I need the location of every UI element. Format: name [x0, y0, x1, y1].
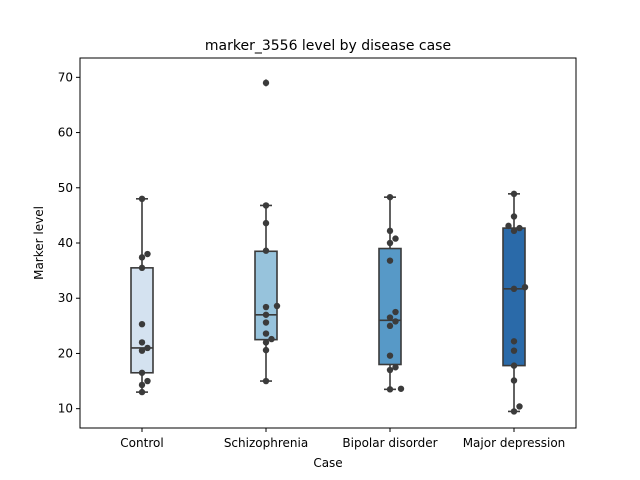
data-point [138, 264, 146, 272]
data-point [138, 320, 146, 328]
data-point [138, 254, 146, 261]
y-tick-label: 40 [58, 236, 73, 250]
y-tick-label: 10 [58, 402, 73, 416]
y-tick-label: 70 [58, 70, 73, 84]
data-point [510, 408, 518, 415]
data-point [392, 364, 399, 371]
data-point [138, 195, 146, 203]
data-point [516, 224, 523, 232]
data-point [138, 339, 146, 346]
x-axis-label: Case [313, 456, 342, 470]
data-point [262, 377, 270, 385]
data-point [138, 369, 146, 376]
data-point [510, 213, 518, 220]
data-point [386, 352, 394, 359]
y-tick-label: 60 [58, 126, 73, 140]
data-point [262, 247, 270, 254]
data-point [144, 344, 151, 352]
data-point [521, 283, 529, 291]
data-point [397, 385, 405, 392]
y-tick-label: 50 [58, 181, 73, 195]
x-tick-label: Control [120, 436, 163, 450]
data-point [262, 346, 270, 354]
data-point [386, 193, 394, 201]
data-point [262, 303, 270, 311]
box-iqr [254, 250, 278, 341]
data-point [386, 322, 394, 330]
chart-title: marker_3556 level by disease case [205, 38, 451, 54]
data-point [138, 388, 146, 396]
y-tick-label: 20 [58, 346, 73, 360]
data-point [262, 219, 270, 227]
data-point [144, 250, 151, 258]
data-point [510, 362, 518, 369]
data-point [392, 235, 399, 242]
axes-frame [79, 57, 577, 429]
data-point [510, 285, 518, 293]
data-point [510, 347, 518, 354]
box-iqr [502, 227, 526, 367]
data-point [392, 318, 399, 325]
data-point [262, 202, 270, 209]
data-point [262, 311, 270, 318]
data-point [510, 190, 518, 198]
data-point [138, 347, 146, 354]
data-point [392, 308, 399, 316]
data-point [268, 335, 275, 343]
data-point [144, 377, 151, 385]
data-point [262, 330, 270, 337]
data-point [138, 381, 146, 389]
data-point [505, 222, 512, 230]
data-point [510, 338, 518, 345]
data-point [510, 227, 518, 235]
data-point [386, 366, 394, 374]
box-iqr [378, 247, 402, 366]
data-point [262, 339, 270, 346]
data-point [386, 314, 394, 321]
data-point [386, 257, 394, 264]
y-axis-label: Marker level [32, 206, 46, 280]
data-point [386, 386, 394, 393]
plot-area: 10 20 30 40 50 60 70 Control Schizophrenia Bipola… [58, 70, 566, 450]
x-tick-label: Bipolar disorder [342, 436, 437, 450]
y-tick-label: 30 [58, 291, 73, 305]
data-point [386, 239, 394, 247]
data-point [516, 403, 523, 410]
x-tick-label: Major depression [463, 436, 566, 450]
data-point [273, 302, 281, 310]
data-point [386, 227, 394, 235]
x-tick-label: Schizophrenia [224, 436, 308, 450]
data-point [510, 377, 518, 384]
data-point [262, 79, 270, 87]
box-iqr [130, 267, 154, 374]
data-point [262, 319, 270, 326]
